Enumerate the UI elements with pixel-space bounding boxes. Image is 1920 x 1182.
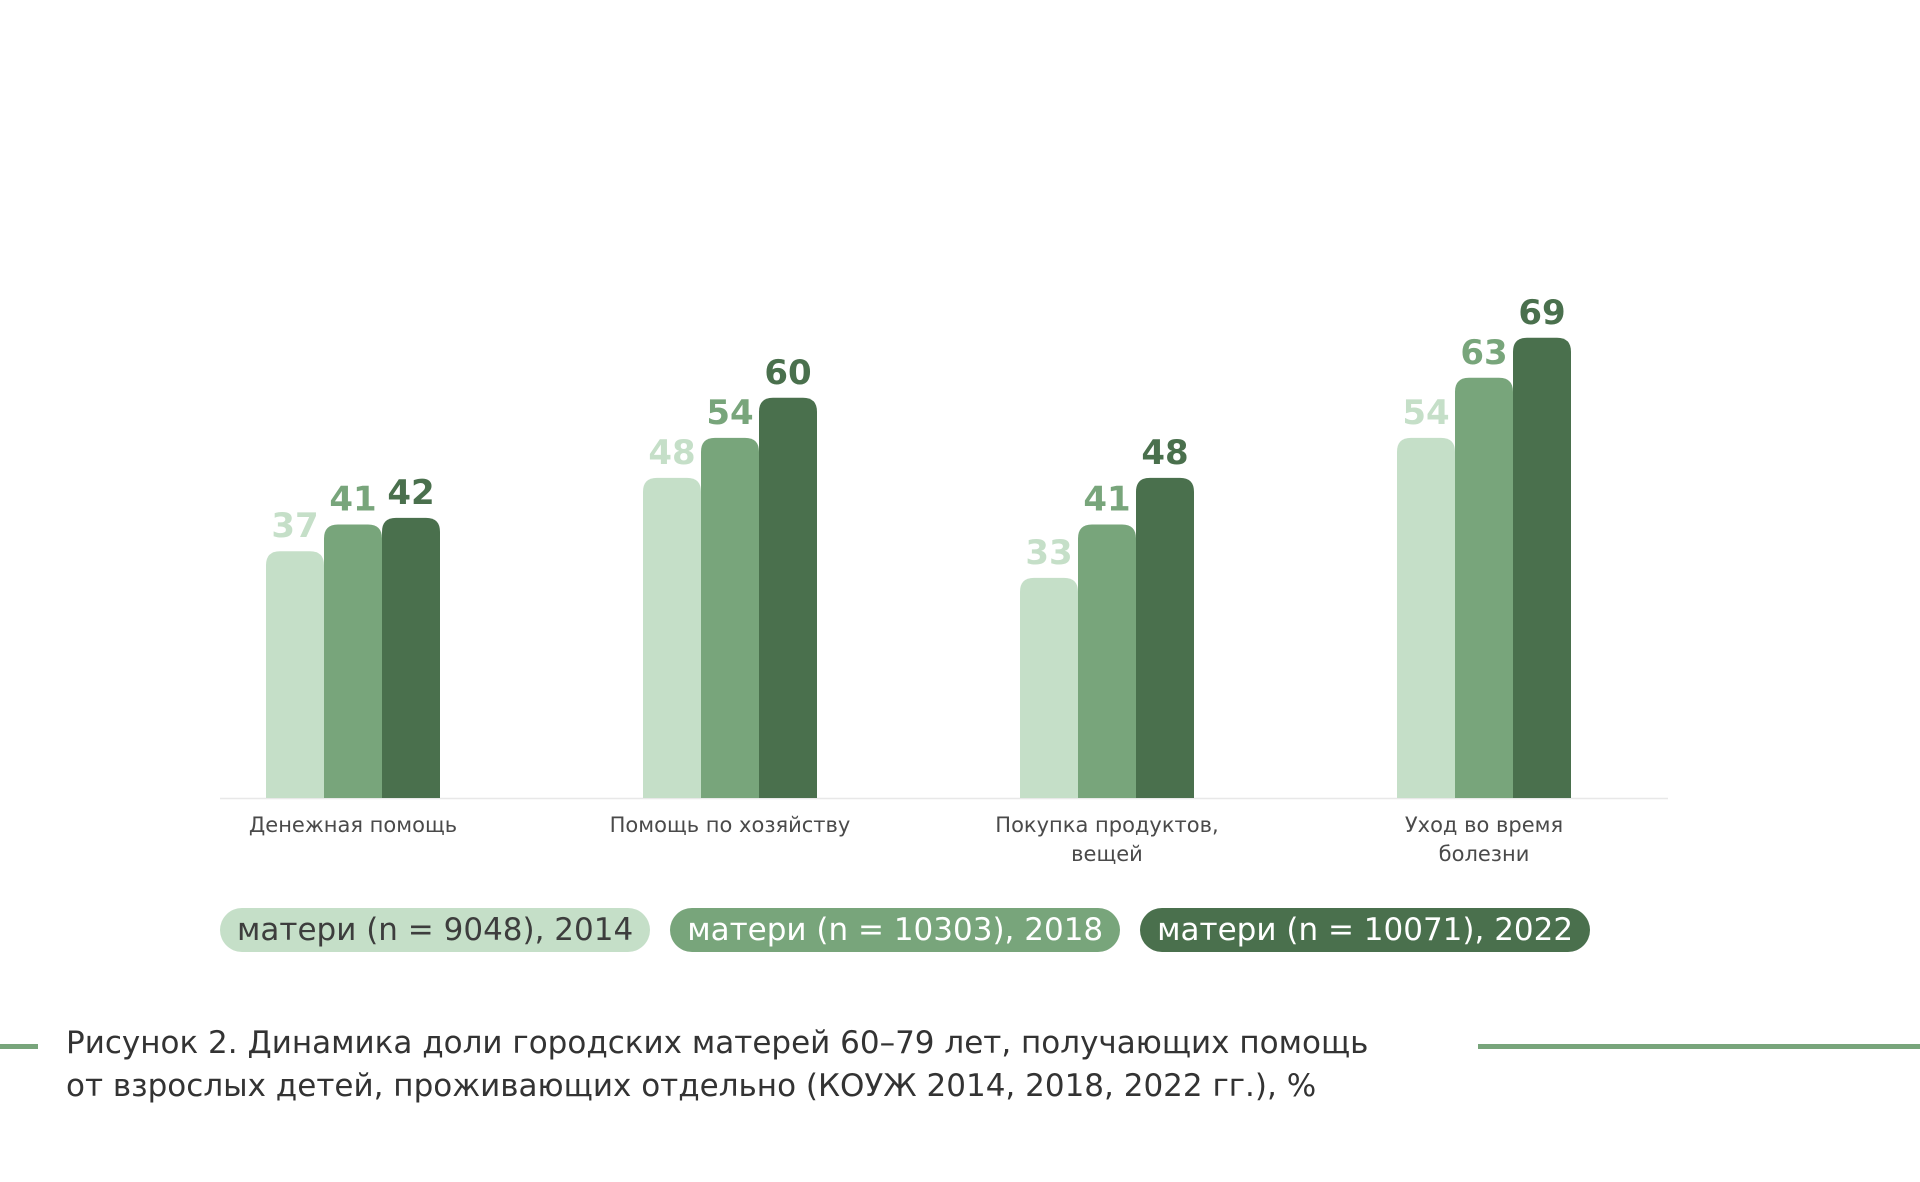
legend-item-2022: матери (n = 10071), 2022 xyxy=(1140,908,1591,952)
value-label-4-series-3: 69 xyxy=(1518,293,1565,333)
bar-4-series-3 xyxy=(1513,337,1571,798)
bar-3-series-2 xyxy=(1078,524,1136,798)
value-label-1-series-3: 42 xyxy=(387,473,434,513)
legend-item-2018: матери (n = 10303), 2018 xyxy=(670,908,1121,952)
bar-chart: 37 41 42 Денежная помощь 48 54 60 Помощь по хоз… xyxy=(220,293,1668,866)
value-label-3-series-2: 41 xyxy=(1083,480,1130,520)
value-label-2-series-3: 60 xyxy=(764,353,811,393)
value-label-1-series-2: 41 xyxy=(329,480,376,520)
value-label-4-series-1: 54 xyxy=(1402,393,1449,433)
category-label-3: Покупка продуктов, вещей xyxy=(995,813,1218,866)
value-label-3-series-3: 48 xyxy=(1141,433,1188,473)
bar-3-series-1 xyxy=(1020,577,1078,798)
caption-rule-left xyxy=(0,1044,38,1049)
bar-1-series-1 xyxy=(266,551,324,798)
chart-legend: матери (n = 9048), 2014 матери (n = 1030… xyxy=(220,908,1591,952)
bar-4-series-2 xyxy=(1455,377,1513,798)
value-label-2-series-2: 54 xyxy=(706,393,753,433)
value-label-2-series-1: 48 xyxy=(648,433,695,473)
bar-2-series-2 xyxy=(701,437,759,798)
caption-line-2: от взрослых детей, проживающих отдельно … xyxy=(66,1068,1317,1104)
caption-rule-right xyxy=(1478,1044,1920,1049)
caption-line-1: Рисунок 2. Динамика доли городских матер… xyxy=(66,1025,1369,1061)
category-label-2: Помощь по хозяйству xyxy=(610,813,851,837)
figure-caption: Рисунок 2. Динамика доли городских матер… xyxy=(66,1022,1456,1108)
value-label-4-series-2: 63 xyxy=(1460,333,1507,373)
value-label-1-series-1: 37 xyxy=(271,506,318,546)
bar-2-series-1 xyxy=(643,477,701,798)
bar-2-series-3 xyxy=(759,397,817,798)
legend-item-2014: матери (n = 9048), 2014 xyxy=(220,908,651,952)
value-label-3-series-1: 33 xyxy=(1025,533,1072,573)
category-label-4: Уход во время болезни xyxy=(1405,813,1563,866)
bar-3-series-3 xyxy=(1136,477,1194,798)
bar-1-series-2 xyxy=(324,524,382,798)
bar-4-series-1 xyxy=(1397,437,1455,798)
category-label-1: Денежная помощь xyxy=(249,813,457,837)
bar-1-series-3 xyxy=(382,517,440,798)
